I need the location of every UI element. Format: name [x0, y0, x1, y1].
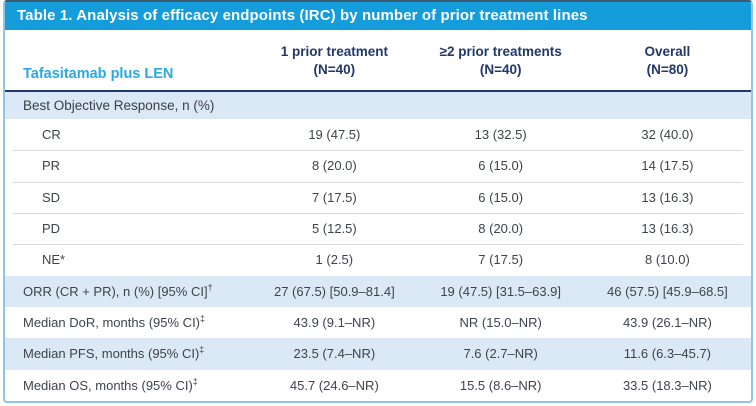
- table-row-orr: ORR (CR + PR), n (%) [95% CI]† 27 (67.5)…: [5, 275, 751, 307]
- cell-value: 15.5 (8.6–NR): [459, 377, 542, 393]
- row-label: CR: [42, 127, 61, 143]
- cell-value: 5 (12.5): [311, 221, 357, 237]
- cell-value: 32 (40.0): [641, 127, 694, 143]
- row-label: PD: [42, 221, 61, 237]
- row-label: Median DoR, months (95% CI)‡: [5, 313, 251, 331]
- column-header-line2: (N=80): [646, 62, 689, 77]
- row-label: NE*: [42, 252, 66, 268]
- cell-value: NR (15.0–NR): [459, 315, 542, 331]
- row-label: ORR (CR + PR), n (%) [95% CI]†: [5, 282, 251, 299]
- cell-value: 13 (32.5): [474, 127, 527, 143]
- cell-value: 19 (47.5): [308, 127, 361, 143]
- header-divider: [5, 90, 751, 92]
- column-header-line2: (N=40): [313, 62, 356, 77]
- cell-value: 1 (2.5): [315, 252, 354, 268]
- table-row-median-dor: Median DoR, months (95% CI)‡ 43.9 (9.1–N…: [5, 307, 751, 338]
- cell-value: 7 (17.5): [311, 189, 357, 205]
- column-header-line1: ≥2 prior treatments: [439, 43, 562, 59]
- cell-value: 13 (16.3): [641, 189, 694, 205]
- cell-value: 8 (20.0): [478, 221, 524, 237]
- cell-value: 14 (17.5): [641, 158, 694, 174]
- section-header-best-objective-response: Best Objective Response, n (%): [5, 92, 751, 119]
- cell-value: 19 (47.5) [31.5–63.9]: [440, 283, 562, 299]
- section-label: Best Objective Response, n (%): [23, 98, 215, 113]
- cell-value: 13 (16.3): [641, 221, 694, 237]
- cell-value: 8 (20.0): [311, 158, 357, 174]
- column-header-2plus-prior: ≥2 prior treatments (N=40): [418, 43, 584, 79]
- row-label: PR: [42, 158, 61, 174]
- cell-value: 11.6 (6.3–45.7): [623, 346, 712, 362]
- table-row-median-pfs: Median PFS, months (95% CI)‡ 23.5 (7.4–N…: [5, 338, 751, 370]
- footnote-dagger: †: [207, 282, 213, 293]
- table-row-pr: PR 8 (20.0) 6 (15.0) 14 (17.5): [5, 150, 751, 181]
- column-header-overall: Overall (N=80): [584, 43, 751, 79]
- cell-value: 27 (67.5) [50.9–81.4]: [273, 283, 395, 299]
- row-label: Median PFS, months (95% CI)‡: [5, 345, 251, 362]
- table-row-sd: SD 7 (17.5) 6 (15.0) 13 (16.3): [5, 181, 751, 213]
- table-row-cr: CR 19 (47.5) 13 (32.5) 32 (40.0): [5, 119, 751, 150]
- cell-value: 7.6 (2.7–NR): [463, 346, 538, 362]
- row-label-text: ORR (CR + PR), n (%) [95% CI]: [23, 283, 208, 299]
- row-label: Median OS, months (95% CI)‡: [5, 376, 251, 393]
- footnote-double-dagger: ‡: [192, 376, 198, 387]
- cell-value: 33.5 (18.3–NR): [622, 377, 712, 393]
- cell-value: 8 (10.0): [645, 252, 690, 268]
- cell-value: 23.5 (7.4–NR): [293, 346, 376, 362]
- cell-value: 6 (15.0): [478, 158, 524, 174]
- treatment-arm-label: Tafasitamab plus LEN: [23, 66, 174, 82]
- cell-value: 46 (57.5) [45.9–68.5]: [607, 283, 728, 299]
- table-header-row: Tafasitamab plus LEN 1 prior treatment (…: [5, 30, 751, 90]
- row-label-text: Median OS, months (95% CI): [23, 377, 193, 393]
- column-header-line1: 1 prior treatment: [280, 43, 388, 59]
- row-label: SD: [42, 189, 61, 205]
- column-header-line1: Overall: [644, 43, 691, 59]
- footnote-double-dagger: ‡: [199, 345, 205, 356]
- footnote-double-dagger: ‡: [200, 313, 206, 324]
- table-title: Table 1. Analysis of efficacy endpoints …: [5, 2, 751, 30]
- row-label-text: Median DoR, months (95% CI): [23, 315, 201, 331]
- table-body: Best Objective Response, n (%) CR 19 (47…: [5, 92, 751, 401]
- cell-value: 45.7 (24.6–NR): [289, 377, 379, 393]
- cell-value: 6 (15.0): [478, 189, 524, 205]
- table-row-median-os: Median OS, months (95% CI)‡ 45.7 (24.6–N…: [5, 370, 751, 401]
- cell-value: 7 (17.5): [478, 252, 524, 268]
- efficacy-table-card: Table 1. Analysis of efficacy endpoints …: [3, 0, 753, 403]
- table-row-ne: NE* 1 (2.5) 7 (17.5) 8 (10.0): [5, 244, 751, 275]
- row-label-text: Median PFS, months (95% CI): [23, 346, 200, 362]
- column-header-line2: (N=40): [479, 62, 522, 77]
- table-row-pd: PD 5 (12.5) 8 (20.0) 13 (16.3): [5, 212, 751, 244]
- cell-value: 43.9 (26.1–NR): [622, 315, 712, 331]
- column-header-1-prior: 1 prior treatment (N=40): [251, 43, 417, 79]
- cell-value: 43.9 (9.1–NR): [293, 315, 376, 331]
